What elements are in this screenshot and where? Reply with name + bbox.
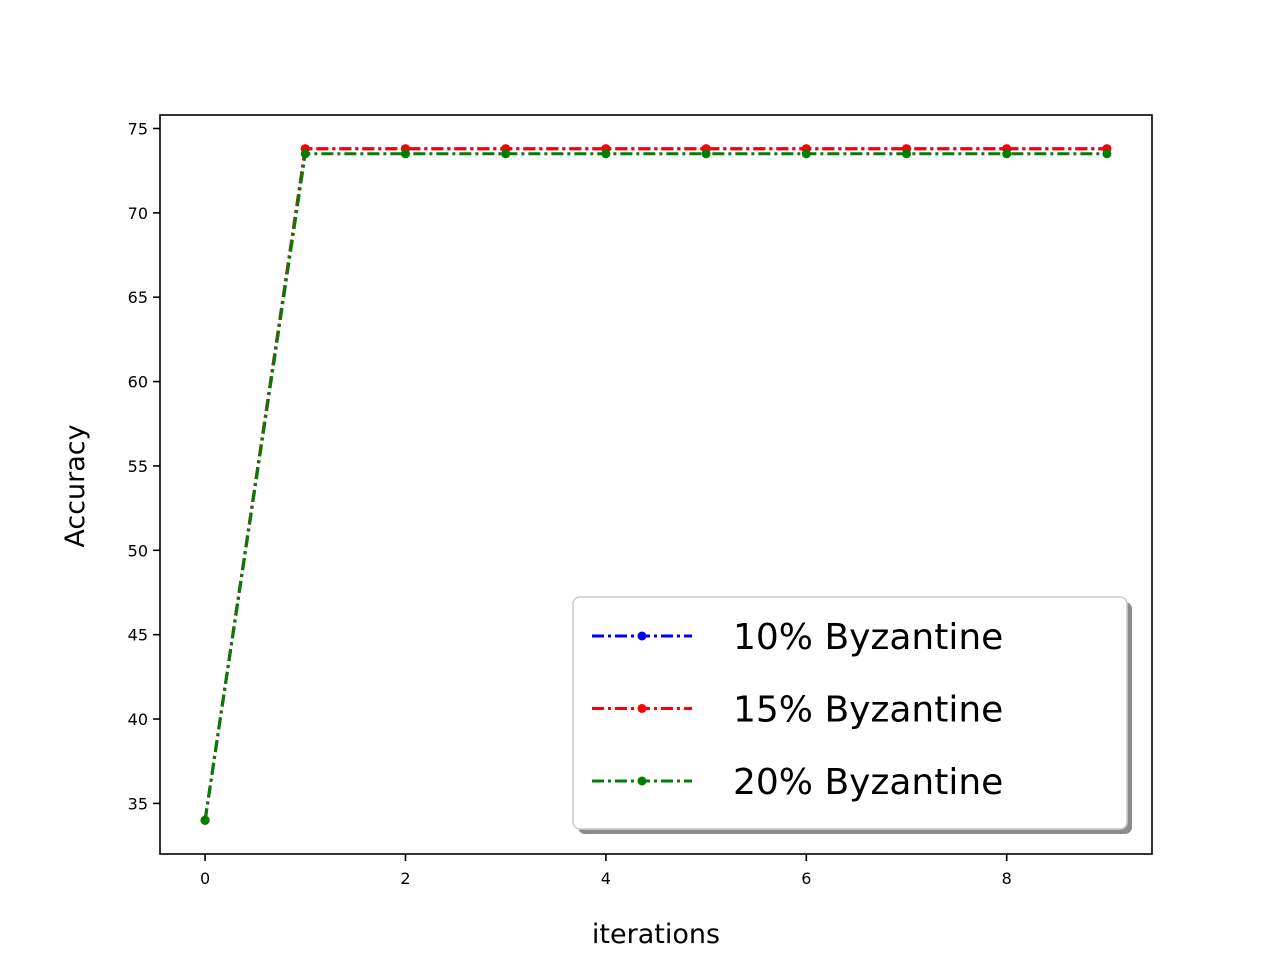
data-point [701,149,711,159]
series-3 [200,149,1112,825]
data-point [1002,149,1012,159]
legend-marker [637,704,647,713]
data-point [1102,149,1112,159]
legend-label: 10% Byzantine [733,617,1003,658]
x-tick-label: 6 [801,869,811,888]
x-tick-label: 8 [1002,869,1012,888]
data-point [801,149,811,159]
x-tick-label: 0 [200,869,210,888]
legend-box [572,596,1128,830]
legend-item: 10% Byzantine [592,617,1003,658]
plot-lines [200,144,1112,825]
y-tick-label: 40 [128,710,148,729]
series-line [203,147,1107,821]
y-tick-label: 45 [128,626,148,645]
y-axis-label: Accuracy [60,424,91,547]
x-tick-label: 2 [400,869,410,888]
legend: 10% Byzantine 15% Byzantine 20% Byzantine [572,596,1132,834]
data-point [300,149,310,159]
y-axis-ticks: 35 40 45 50 55 60 65 70 75 [128,119,160,813]
y-tick-label: 75 [128,119,148,138]
x-axis-ticks: 0 2 4 6 8 [200,854,1012,888]
y-tick-label: 70 [128,204,148,223]
legend-marker [637,631,647,641]
data-point [200,815,210,825]
data-point [400,149,410,159]
legend-item: 15% Byzantine [592,690,1003,731]
y-tick-label: 65 [128,288,148,307]
y-tick-label: 55 [128,457,148,476]
data-point [501,149,511,159]
x-axis-label: iterations [592,919,720,950]
y-tick-label: 60 [128,373,148,392]
y-tick-label: 35 [128,794,148,813]
legend-marker [637,776,647,786]
data-point [601,149,611,159]
x-tick-label: 4 [601,869,611,888]
legend-item: 20% Byzantine [592,762,1003,803]
plot-frame [159,114,1153,855]
y-tick-label: 50 [128,541,148,560]
data-point [902,149,912,159]
legend-label: 20% Byzantine [733,762,1003,803]
legend-label: 15% Byzantine [733,690,1003,731]
series-line [203,152,1107,821]
